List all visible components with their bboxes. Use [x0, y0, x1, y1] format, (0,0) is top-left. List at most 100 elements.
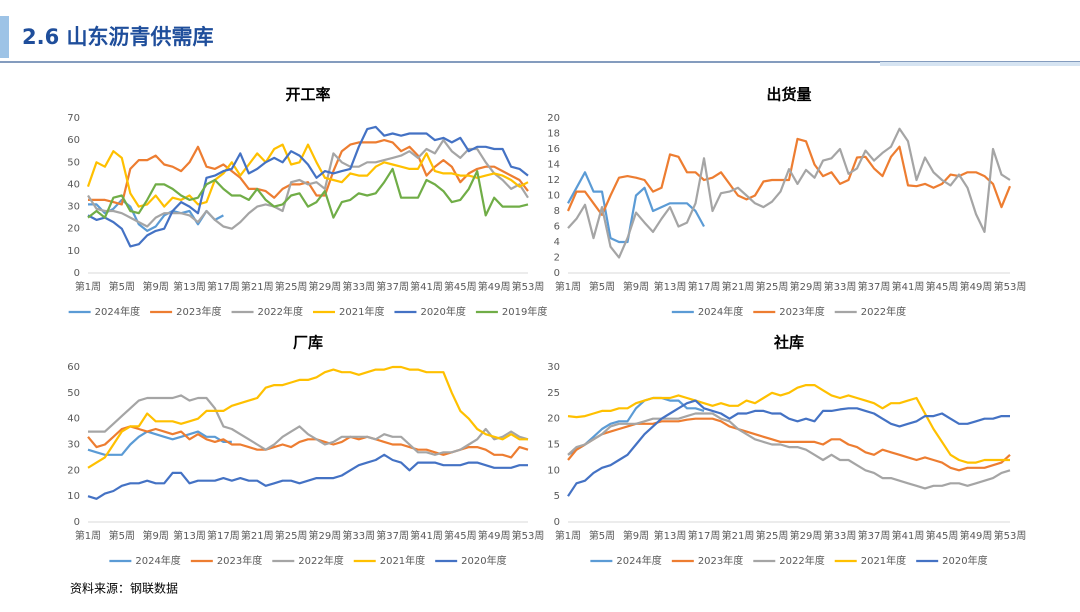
x-tick-label: 第1周 [555, 529, 581, 542]
legend-label: 2023年度 [779, 305, 824, 318]
series-line [567, 412, 1011, 490]
legend-label: 2022年度 [258, 305, 303, 318]
y-tick-label: 8 [554, 206, 560, 217]
y-tick-label: 14 [547, 160, 560, 171]
y-tick-label: 20 [547, 414, 560, 425]
x-tick-label: 第37周 [376, 529, 409, 542]
y-tick-label: 16 [547, 144, 560, 155]
x-tick-label: 第49周 [478, 280, 511, 293]
series-line [86, 143, 529, 208]
legend-label: 2019年度 [502, 305, 547, 318]
x-tick-label: 第5周 [109, 280, 135, 293]
x-tick-label: 第5周 [589, 529, 615, 542]
x-tick-label: 第29周 [309, 280, 342, 293]
series-line [87, 365, 528, 469]
y-tick-label: 60 [67, 135, 80, 146]
x-tick-label: 第41周 [892, 280, 925, 293]
series-line [567, 417, 1011, 472]
x-tick-label: 第37周 [376, 280, 409, 293]
legend-label: 2024年度 [135, 554, 180, 567]
y-tick-label: 50 [67, 157, 80, 168]
y-tick-label: 10 [547, 465, 560, 476]
series-line [87, 125, 529, 248]
x-tick-label: 第33周 [342, 280, 375, 293]
x-tick-label: 第21周 [722, 280, 755, 293]
header-accent [0, 16, 9, 58]
x-tick-label: 第25周 [756, 529, 789, 542]
series-line [567, 384, 1010, 464]
x-tick-label: 第17周 [688, 280, 721, 293]
x-tick-label: 第29周 [790, 529, 823, 542]
chart-title: 出货量 [766, 86, 811, 104]
y-tick-label: 20 [67, 465, 80, 476]
x-tick-label: 第41周 [892, 529, 925, 542]
legend-label: 2020年度 [420, 305, 465, 318]
legend-label: 2020年度 [942, 554, 987, 567]
y-tick-label: 70 [67, 113, 80, 124]
y-tick-label: 0 [554, 517, 560, 528]
legend-label: 2022年度 [861, 305, 906, 318]
y-tick-label: 0 [554, 268, 560, 279]
x-tick-label: 第13周 [173, 280, 206, 293]
legend-label: 2022年度 [298, 554, 343, 567]
x-tick-label: 第25周 [756, 280, 789, 293]
y-tick-label: 10 [67, 246, 80, 257]
y-tick-label: 25 [547, 388, 560, 399]
y-tick-label: 18 [547, 129, 560, 140]
legend-label: 2023年度 [698, 554, 743, 567]
header-strip [880, 62, 1080, 66]
y-tick-label: 10 [67, 491, 80, 502]
x-tick-label: 第13周 [654, 280, 687, 293]
legend-label: 2021年度 [861, 554, 906, 567]
y-tick-label: 20 [67, 224, 80, 235]
y-tick-label: 0 [74, 268, 80, 279]
x-tick-label: 第33周 [824, 529, 857, 542]
x-tick-label: 第53周 [994, 529, 1027, 542]
x-tick-label: 第21周 [241, 529, 274, 542]
legend-label: 2023年度 [176, 305, 221, 318]
series-line [567, 171, 705, 244]
x-tick-label: 第41周 [410, 280, 443, 293]
x-tick-label: 第45周 [444, 529, 477, 542]
x-tick-label: 第45周 [444, 280, 477, 293]
series-line [87, 167, 529, 219]
series-line [88, 394, 529, 456]
legend-label: 2024年度 [95, 305, 140, 318]
y-tick-label: 50 [67, 388, 80, 399]
y-tick-label: 40 [67, 179, 80, 190]
x-tick-label: 第21周 [722, 529, 755, 542]
x-tick-label: 第45周 [926, 280, 959, 293]
legend-label: 2022年度 [779, 554, 824, 567]
series-line [87, 139, 529, 230]
source-note: 资料来源：钢联数据 [70, 581, 178, 596]
x-tick-label: 第29周 [309, 529, 342, 542]
x-tick-label: 第45周 [926, 529, 959, 542]
x-tick-label: 第9周 [623, 280, 649, 293]
x-tick-label: 第49周 [960, 280, 993, 293]
legend-label: 2024年度 [616, 554, 661, 567]
y-tick-label: 15 [547, 440, 560, 451]
legend-label: 2021年度 [339, 305, 384, 318]
x-tick-label: 第17周 [207, 280, 240, 293]
legend-label: 2021年度 [380, 554, 425, 567]
y-tick-label: 12 [547, 175, 560, 186]
legend-label: 2024年度 [698, 305, 743, 318]
x-tick-label: 第49周 [960, 529, 993, 542]
x-tick-label: 第9周 [623, 529, 649, 542]
y-tick-label: 6 [554, 222, 560, 233]
series-line [567, 399, 1010, 497]
y-tick-label: 0 [74, 517, 80, 528]
y-tick-label: 20 [547, 113, 560, 124]
y-tick-label: 10 [547, 191, 560, 202]
x-tick-label: 第9周 [143, 280, 169, 293]
y-tick-label: 40 [67, 414, 80, 425]
x-tick-label: 第49周 [478, 529, 511, 542]
series-line [87, 425, 529, 459]
x-tick-label: 第17周 [207, 529, 240, 542]
x-tick-label: 第1周 [555, 280, 581, 293]
x-tick-label: 第53周 [512, 280, 545, 293]
header-title: 2.6 山东沥青供需库 [22, 25, 214, 49]
x-tick-label: 第33周 [824, 280, 857, 293]
